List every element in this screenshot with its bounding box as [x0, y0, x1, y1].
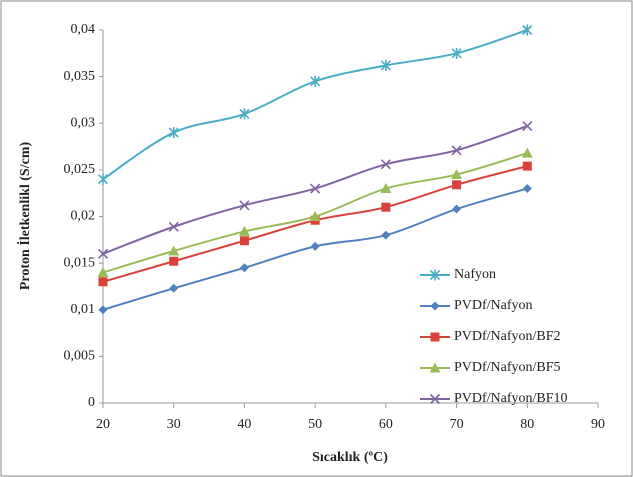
legend-marker [429, 393, 441, 405]
x-tick-label: 50 [308, 417, 322, 432]
data-point [238, 225, 250, 236]
data-point [380, 159, 391, 170]
legend-label: Nafyon [454, 267, 496, 282]
data-point [97, 173, 109, 185]
x-tick-label: 90 [591, 417, 605, 432]
y-tick-label: 0,035 [64, 69, 96, 84]
y-tick-label: 0,04 [71, 22, 96, 37]
data-point [239, 108, 250, 120]
legend-label: PVDf/Nafyon/BF2 [454, 329, 561, 344]
data-point [380, 183, 392, 194]
data-point [452, 204, 462, 214]
data-point [522, 24, 533, 36]
data-point [239, 236, 249, 246]
y-tick-label: 0,025 [64, 162, 96, 177]
x-tick-label: 40 [237, 417, 251, 432]
data-point [380, 59, 391, 71]
data-point [98, 305, 108, 315]
legend-marker [430, 301, 440, 311]
data-point [97, 266, 109, 277]
data-point [452, 180, 462, 190]
data-point [381, 202, 391, 212]
data-point [169, 256, 179, 266]
x-tick-label: 70 [450, 417, 464, 432]
legend-marker [429, 269, 441, 281]
data-point [310, 183, 321, 194]
x-tick-label: 80 [520, 417, 534, 432]
data-point [381, 230, 391, 240]
data-point [451, 145, 462, 156]
legend-marker [430, 332, 440, 342]
data-point [310, 241, 320, 251]
legend-marker [429, 362, 441, 373]
data-point [310, 75, 321, 87]
y-tick-label: 0,015 [64, 255, 96, 270]
data-point [451, 47, 462, 59]
legend-label: PVDf/Nafyon/BF5 [454, 360, 561, 375]
y-tick-label: 0 [88, 395, 95, 410]
data-point [168, 221, 179, 232]
data-point [169, 283, 179, 293]
data-point [522, 161, 532, 171]
data-point [522, 184, 532, 194]
legend-label: PVDf/Nafyon/BF10 [454, 391, 568, 406]
data-point [98, 277, 108, 287]
data-point [239, 263, 249, 273]
legend-label: PVDf/Nafyon [454, 298, 533, 313]
data-point [239, 200, 250, 211]
data-point [97, 248, 109, 259]
x-tick-label: 30 [167, 417, 181, 432]
data-point [168, 127, 179, 139]
data-point [451, 169, 463, 180]
y-tick-label: 0,03 [71, 115, 96, 130]
data-point [522, 120, 533, 132]
x-tick-label: 20 [96, 417, 110, 432]
data-point [521, 147, 533, 158]
y-tick-label: 0,01 [71, 302, 96, 317]
y-axis-title: Proton İletkenlikl (S/cm) [16, 142, 33, 291]
x-axis-title: Sıcaklık (ºC) [312, 450, 388, 465]
y-tick-label: 0,005 [64, 349, 96, 364]
data-point [309, 211, 321, 221]
data-point [168, 245, 180, 256]
x-tick-label: 60 [379, 417, 393, 432]
y-tick-label: 0,02 [71, 209, 96, 224]
